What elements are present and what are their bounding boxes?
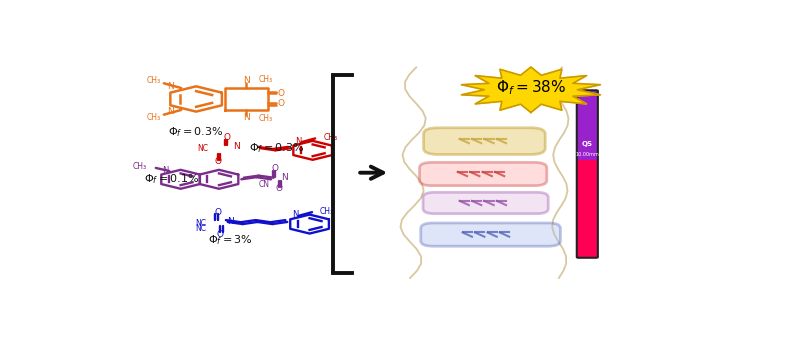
FancyBboxPatch shape [421, 223, 561, 246]
Text: $\Phi_f = 3\%$: $\Phi_f = 3\%$ [208, 233, 253, 247]
Text: O: O [214, 208, 222, 217]
Text: O: O [275, 184, 282, 193]
Text: CH₃: CH₃ [146, 76, 160, 85]
Text: O: O [214, 157, 222, 166]
Text: NC: NC [196, 224, 206, 233]
Polygon shape [462, 67, 601, 113]
Text: $\Phi_f = 0.3\%$: $\Phi_f = 0.3\%$ [249, 141, 304, 155]
Text: 10.00mm: 10.00mm [575, 152, 599, 157]
Text: CN: CN [258, 180, 270, 188]
Text: $\Phi_f = 0.1\%$: $\Phi_f = 0.1\%$ [144, 172, 199, 186]
Text: N: N [233, 142, 240, 152]
Text: CH₃: CH₃ [146, 113, 160, 122]
Text: N: N [242, 76, 250, 85]
FancyBboxPatch shape [577, 160, 598, 258]
Text: CH₃: CH₃ [258, 75, 273, 84]
Text: N: N [227, 217, 234, 226]
Text: O: O [217, 229, 224, 239]
Text: O: O [278, 100, 285, 108]
FancyBboxPatch shape [577, 90, 598, 161]
Text: N: N [292, 210, 298, 219]
FancyBboxPatch shape [423, 128, 546, 155]
FancyBboxPatch shape [423, 192, 548, 214]
Text: N: N [166, 107, 174, 116]
Text: N: N [242, 113, 250, 122]
Text: NC: NC [198, 144, 209, 153]
Text: CH₃: CH₃ [133, 162, 147, 171]
Text: CH₃: CH₃ [258, 114, 273, 123]
Text: $\Phi_f = 38\%$: $\Phi_f = 38\%$ [496, 78, 566, 97]
Text: N: N [281, 173, 287, 183]
Text: N: N [166, 82, 174, 91]
Text: QS: QS [582, 141, 593, 147]
Text: CH₃: CH₃ [319, 207, 334, 215]
Text: N: N [295, 136, 302, 146]
Text: O: O [278, 90, 285, 98]
Text: O: O [224, 133, 230, 143]
Text: NC: NC [196, 219, 206, 228]
Text: O: O [272, 164, 279, 173]
Text: $\Phi_f = 0.3\%$: $\Phi_f = 0.3\%$ [169, 125, 224, 139]
Text: CH₃: CH₃ [324, 133, 338, 142]
FancyBboxPatch shape [419, 162, 547, 186]
Text: N: N [162, 166, 169, 174]
